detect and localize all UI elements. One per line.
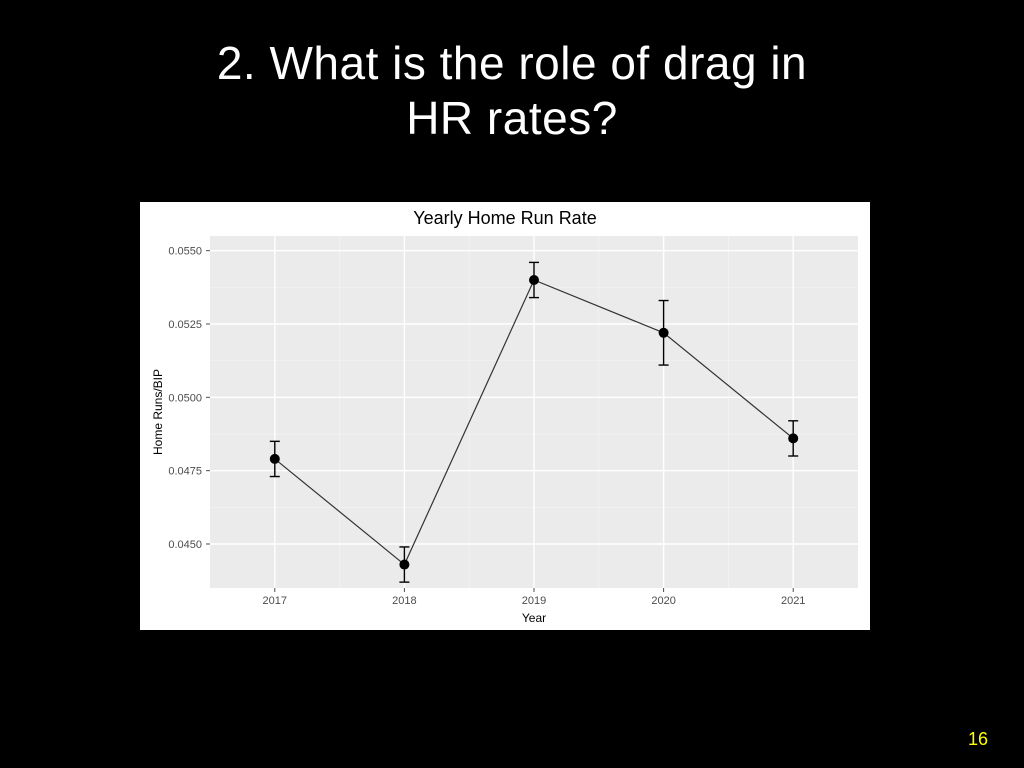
data-point: [788, 433, 798, 443]
title-line-1: 2. What is the role of drag in: [217, 37, 807, 89]
y-tick-label: 0.0525: [168, 319, 202, 331]
data-point: [529, 275, 539, 285]
data-point: [270, 454, 280, 464]
data-point: [659, 328, 669, 338]
x-axis-label: Year: [522, 611, 546, 625]
data-point: [399, 560, 409, 570]
page-number: 16: [968, 729, 988, 750]
chart-title: Yearly Home Run Rate: [140, 208, 870, 229]
y-tick-label: 0.0550: [168, 246, 202, 258]
y-tick-label: 0.0450: [168, 539, 202, 551]
chart-svg: 0.0450 0.0475 0.0500 0.0525 0.0550 2017 2018 20…: [140, 202, 870, 630]
x-tick-label: 2019: [522, 595, 546, 607]
y-tick-label: 0.0500: [168, 392, 202, 404]
slide-title: 2. What is the role of drag in HR rates?: [0, 0, 1024, 146]
x-tick-label: 2020: [651, 595, 675, 607]
y-tick-label: 0.0475: [168, 466, 202, 478]
y-axis-label: Home Runs/BIP: [151, 369, 165, 455]
x-tick-label: 2018: [392, 595, 416, 607]
title-line-2: HR rates?: [406, 92, 618, 144]
chart-container: Yearly Home Run Rate 0.04500.04750.05000…: [140, 202, 870, 630]
x-tick-label: 2017: [263, 595, 287, 607]
slide: 2. What is the role of drag in HR rates?…: [0, 0, 1024, 768]
x-tick-label: 2021: [781, 595, 805, 607]
